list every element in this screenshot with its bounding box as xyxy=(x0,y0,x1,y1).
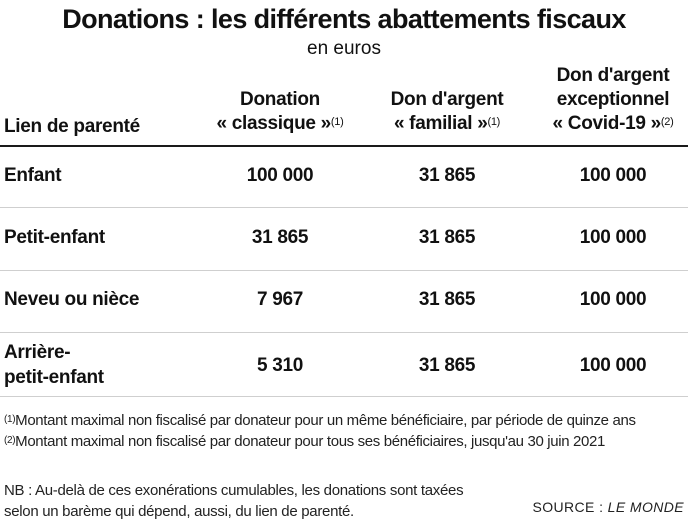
header-col1-note: (1) xyxy=(330,116,344,128)
header-col2-line1: Don d'argent xyxy=(390,89,504,110)
header-don-familial: Don d'argent « familial »(1) xyxy=(372,88,522,136)
header-col1-line2-wrap: « classique »(1) xyxy=(205,112,355,136)
row-value-classique: 31 865 xyxy=(251,227,309,248)
row-lien-line2: petit-enfant xyxy=(4,367,104,388)
chart-title: Donations : les différents abattements f… xyxy=(62,4,626,34)
chart-subtitle: en euros xyxy=(307,38,381,59)
row-lien: Arrière- xyxy=(4,342,71,363)
row-value-classique: 7 967 xyxy=(256,289,304,310)
nb-line1: NB : Au-delà de ces exonérations cumulab… xyxy=(4,482,464,499)
footnote-1-text: Montant maximal non fiscalisé par donate… xyxy=(15,412,636,429)
header-col2-note: (1) xyxy=(487,116,501,128)
header-col3-line3-wrap: « Covid-19 »(2) xyxy=(538,112,688,136)
header-don-covid: Don d'argent exceptionnel « Covid-19 »(2… xyxy=(538,64,688,136)
header-col3-line3: « Covid-19 » xyxy=(552,113,662,134)
row-value-familial: 31 865 xyxy=(418,289,476,310)
row-value-covid: 100 000 xyxy=(579,355,647,376)
header-col1-line2: « classique » xyxy=(216,113,332,134)
header-divider xyxy=(0,145,688,147)
header-col3-line1: Don d'argent xyxy=(556,65,670,86)
row-divider xyxy=(0,396,688,397)
row-value-covid: 100 000 xyxy=(579,227,647,248)
header-col3-note: (2) xyxy=(660,116,674,128)
source-label: SOURCE : xyxy=(532,499,604,515)
header-col1-line1: Donation xyxy=(240,89,320,110)
row-value-familial: 31 865 xyxy=(418,355,476,376)
row-divider xyxy=(0,332,688,333)
footnote-2-text: Montant maximal non fiscalisé par donate… xyxy=(15,433,606,450)
header-lien-de-parente: Lien de parenté xyxy=(4,116,140,137)
header-donation-classique: Donation « classique »(1) xyxy=(205,88,355,136)
source-name: LE MONDE xyxy=(607,499,684,515)
footnote-1: (1)Montant maximal non fiscalisé par don… xyxy=(4,411,636,430)
row-lien: Neveu ou nièce xyxy=(4,289,140,310)
row-value-classique: 100 000 xyxy=(246,165,314,186)
row-value-familial: 31 865 xyxy=(418,165,476,186)
row-divider xyxy=(0,207,688,208)
row-value-classique: 5 310 xyxy=(256,355,304,376)
footnote-1-marker: (1) xyxy=(4,414,16,425)
footnote-2-marker: (2) xyxy=(4,435,16,446)
header-col2-line2: « familial » xyxy=(393,113,488,134)
row-value-covid: 100 000 xyxy=(579,289,647,310)
row-lien: Petit-enfant xyxy=(4,227,105,248)
row-value-familial: 31 865 xyxy=(418,227,476,248)
row-value-covid: 100 000 xyxy=(579,165,647,186)
header-col3-line2: exceptionnel xyxy=(556,89,670,110)
footnote-2: (2)Montant maximal non fiscalisé par don… xyxy=(4,432,605,451)
source-credit: SOURCE : LE MONDE xyxy=(532,499,684,515)
row-lien: Enfant xyxy=(4,165,62,186)
nb-note: NB : Au-delà de ces exonérations cumulab… xyxy=(4,480,504,522)
header-col2-line2-wrap: « familial »(1) xyxy=(372,112,522,136)
nb-line2: selon un barème qui dépend, aussi, du li… xyxy=(4,503,354,520)
row-divider xyxy=(0,270,688,271)
